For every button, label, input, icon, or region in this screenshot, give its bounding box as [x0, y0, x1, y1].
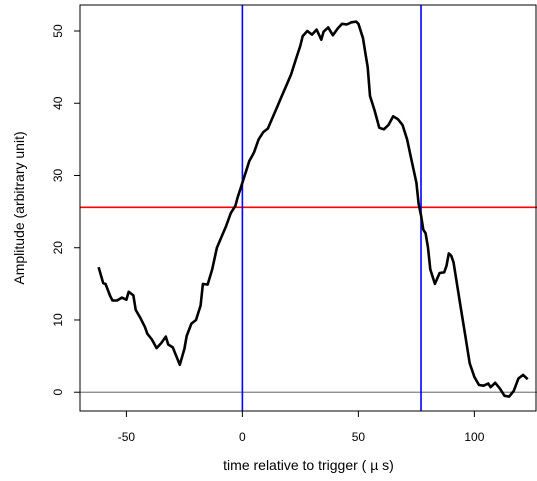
plot-frame: [79, 4, 537, 412]
x-tick-label: -50: [118, 430, 136, 444]
y-tick-label: 20: [51, 241, 65, 255]
x-tick-label: 100: [464, 430, 484, 444]
y-tick-label: 0: [51, 389, 65, 396]
reference-lines: [80, 5, 537, 411]
y-tick-label: 40: [51, 96, 65, 110]
y-tick-label: 50: [51, 24, 65, 38]
y-axis: 0 10 20 30 40 50: [51, 24, 80, 396]
y-axis-label: Amplitude (arbitrary unit): [11, 131, 27, 284]
x-axis-label: time relative to trigger ( µ s): [223, 457, 394, 473]
y-tick-label: 10: [51, 313, 65, 327]
series-line-0: [97, 20, 529, 398]
x-tick-label: 50: [352, 430, 366, 444]
x-tick-label: 0: [239, 430, 246, 444]
y-tick-label: 30: [51, 168, 65, 182]
series-layer: [97, 20, 529, 398]
x-axis: -50 0 50 100: [118, 411, 485, 444]
